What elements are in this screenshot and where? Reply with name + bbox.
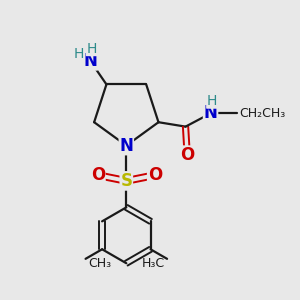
Text: O: O bbox=[180, 146, 194, 164]
Text: H: H bbox=[86, 41, 97, 56]
Text: N: N bbox=[119, 136, 133, 154]
Text: N: N bbox=[83, 52, 97, 70]
Text: O: O bbox=[148, 166, 162, 184]
Text: O: O bbox=[91, 166, 105, 184]
Text: N: N bbox=[204, 104, 218, 122]
Text: H: H bbox=[207, 94, 217, 108]
Text: CH₃: CH₃ bbox=[88, 257, 111, 270]
Text: H: H bbox=[74, 47, 84, 61]
Text: CH₂CH₃: CH₂CH₃ bbox=[239, 107, 286, 120]
Text: S: S bbox=[120, 172, 132, 190]
Text: H₃C: H₃C bbox=[142, 257, 165, 270]
